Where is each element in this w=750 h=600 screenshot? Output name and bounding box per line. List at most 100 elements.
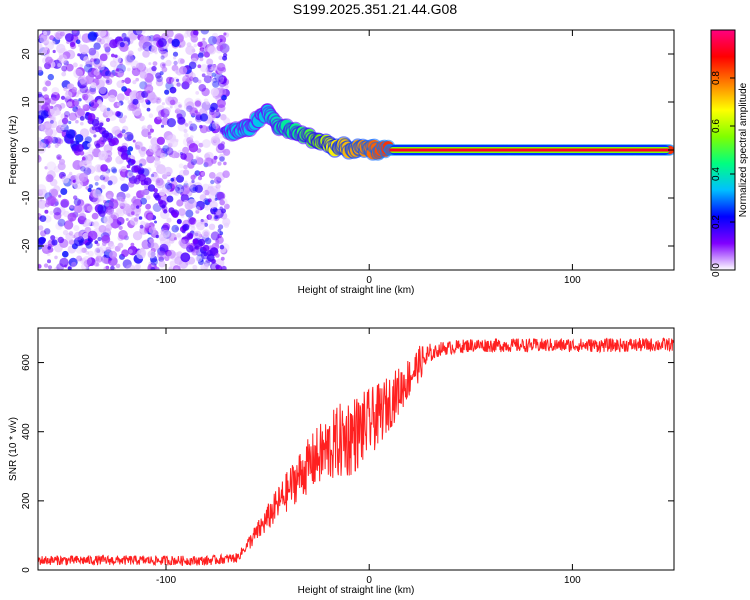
noise-speckle [185, 45, 195, 55]
noise-speckle [38, 199, 47, 209]
noise-speckle [212, 80, 220, 88]
noise-speckle [187, 216, 195, 225]
noise-speckle [73, 195, 78, 200]
noise-speckle [38, 236, 46, 244]
noise-speckle [155, 72, 162, 79]
noise-speckle [111, 168, 118, 174]
noise-speckle [61, 126, 65, 131]
noise-speckle [218, 224, 224, 230]
noise-speckle [75, 39, 81, 44]
noise-speckle [82, 165, 92, 175]
noise-speckle [127, 100, 132, 105]
noise-speckle [73, 231, 83, 241]
noise-speckle [113, 198, 118, 203]
noise-speckle [204, 237, 212, 245]
noise-speckle [107, 218, 114, 224]
y-tick-label: 10 [21, 96, 32, 108]
noise-speckle [38, 184, 47, 194]
noise-speckle [116, 63, 126, 74]
noise-speckle [170, 177, 175, 182]
noise-speckle [224, 203, 230, 210]
noise-speckle [217, 143, 225, 151]
y-tick-label: 0 [21, 567, 32, 573]
noise-speckle [61, 117, 69, 125]
noise-speckle [219, 156, 225, 162]
noise-speckle [208, 223, 216, 230]
noise-speckle [203, 98, 209, 104]
noise-speckle [150, 266, 156, 270]
noise-speckle [127, 134, 134, 141]
noise-speckle [142, 37, 153, 47]
noise-speckle [169, 105, 173, 109]
noise-speckle [132, 98, 139, 105]
noise-speckle [148, 143, 158, 153]
noise-speckle [127, 50, 134, 57]
noise-speckle [223, 117, 231, 125]
noise-speckle [39, 215, 47, 223]
noise-speckle [72, 62, 78, 68]
noise-speckle [44, 166, 48, 170]
colorbar-axes: 0.0 0.2 0.4 0.6 0.8 [711, 71, 735, 277]
noise-speckle [138, 169, 144, 176]
noise-speckle [87, 187, 92, 193]
colorbar-frame [710, 29, 736, 271]
noise-speckle [166, 217, 172, 223]
noise-speckle [223, 148, 231, 156]
noise-speckle [131, 197, 137, 204]
noise-speckle [72, 30, 78, 34]
noise-speckle [73, 198, 82, 206]
noise-speckle [190, 158, 197, 166]
noise-speckle [79, 76, 87, 84]
noise-speckle [135, 30, 146, 36]
noise-speckle [146, 107, 151, 112]
noise-speckle [45, 174, 54, 183]
noise-speckle [77, 90, 82, 95]
noise-speckle [103, 43, 110, 50]
noise-speckle [69, 204, 74, 209]
noise-speckle [166, 249, 176, 259]
noise-speckle [68, 120, 72, 125]
noise-speckle [93, 134, 97, 138]
noise-speckle [139, 224, 144, 229]
noise-speckle [129, 90, 139, 100]
noise-speckle [85, 186, 89, 190]
noise-speckle [156, 136, 165, 145]
y-tick-label: 0 [21, 147, 32, 153]
noise-speckle [140, 189, 147, 196]
chart-title: S199.2025.351.21.44.G08 [293, 1, 457, 17]
noise-speckle [43, 94, 50, 101]
noise-speckle [56, 141, 61, 146]
noise-speckle [157, 99, 161, 104]
noise-speckle [58, 194, 62, 198]
noise-speckle [194, 156, 203, 165]
noise-speckle [177, 116, 186, 125]
noise-speckle [154, 266, 160, 270]
noise-speckle [163, 166, 173, 176]
noise-speckle [93, 261, 99, 267]
noise-speckle [196, 221, 206, 231]
noise-speckle [109, 39, 118, 49]
noise-speckle [192, 264, 198, 270]
noise-speckle [82, 232, 89, 240]
noise-speckle [210, 102, 218, 111]
noise-speckle [140, 197, 147, 205]
noise-speckle [38, 118, 42, 124]
noise-speckle [207, 198, 212, 203]
noise-speckle [120, 206, 124, 210]
noise-speckle [193, 43, 197, 48]
noise-speckle [126, 67, 131, 72]
noise-speckle [193, 230, 202, 239]
noise-speckle [216, 87, 227, 97]
noise-speckle [166, 195, 174, 203]
noise-speckle [182, 223, 190, 231]
noise-speckle [62, 250, 69, 258]
noise-speckle [91, 212, 99, 220]
noise-speckle [215, 133, 219, 138]
noise-speckle [38, 225, 44, 231]
noise-speckle [221, 265, 227, 270]
noise-speckle [197, 176, 203, 181]
noise-speckle [189, 135, 194, 139]
noise-speckle [180, 252, 191, 263]
noise-speckle [201, 73, 206, 78]
noise-speckle [107, 256, 118, 267]
